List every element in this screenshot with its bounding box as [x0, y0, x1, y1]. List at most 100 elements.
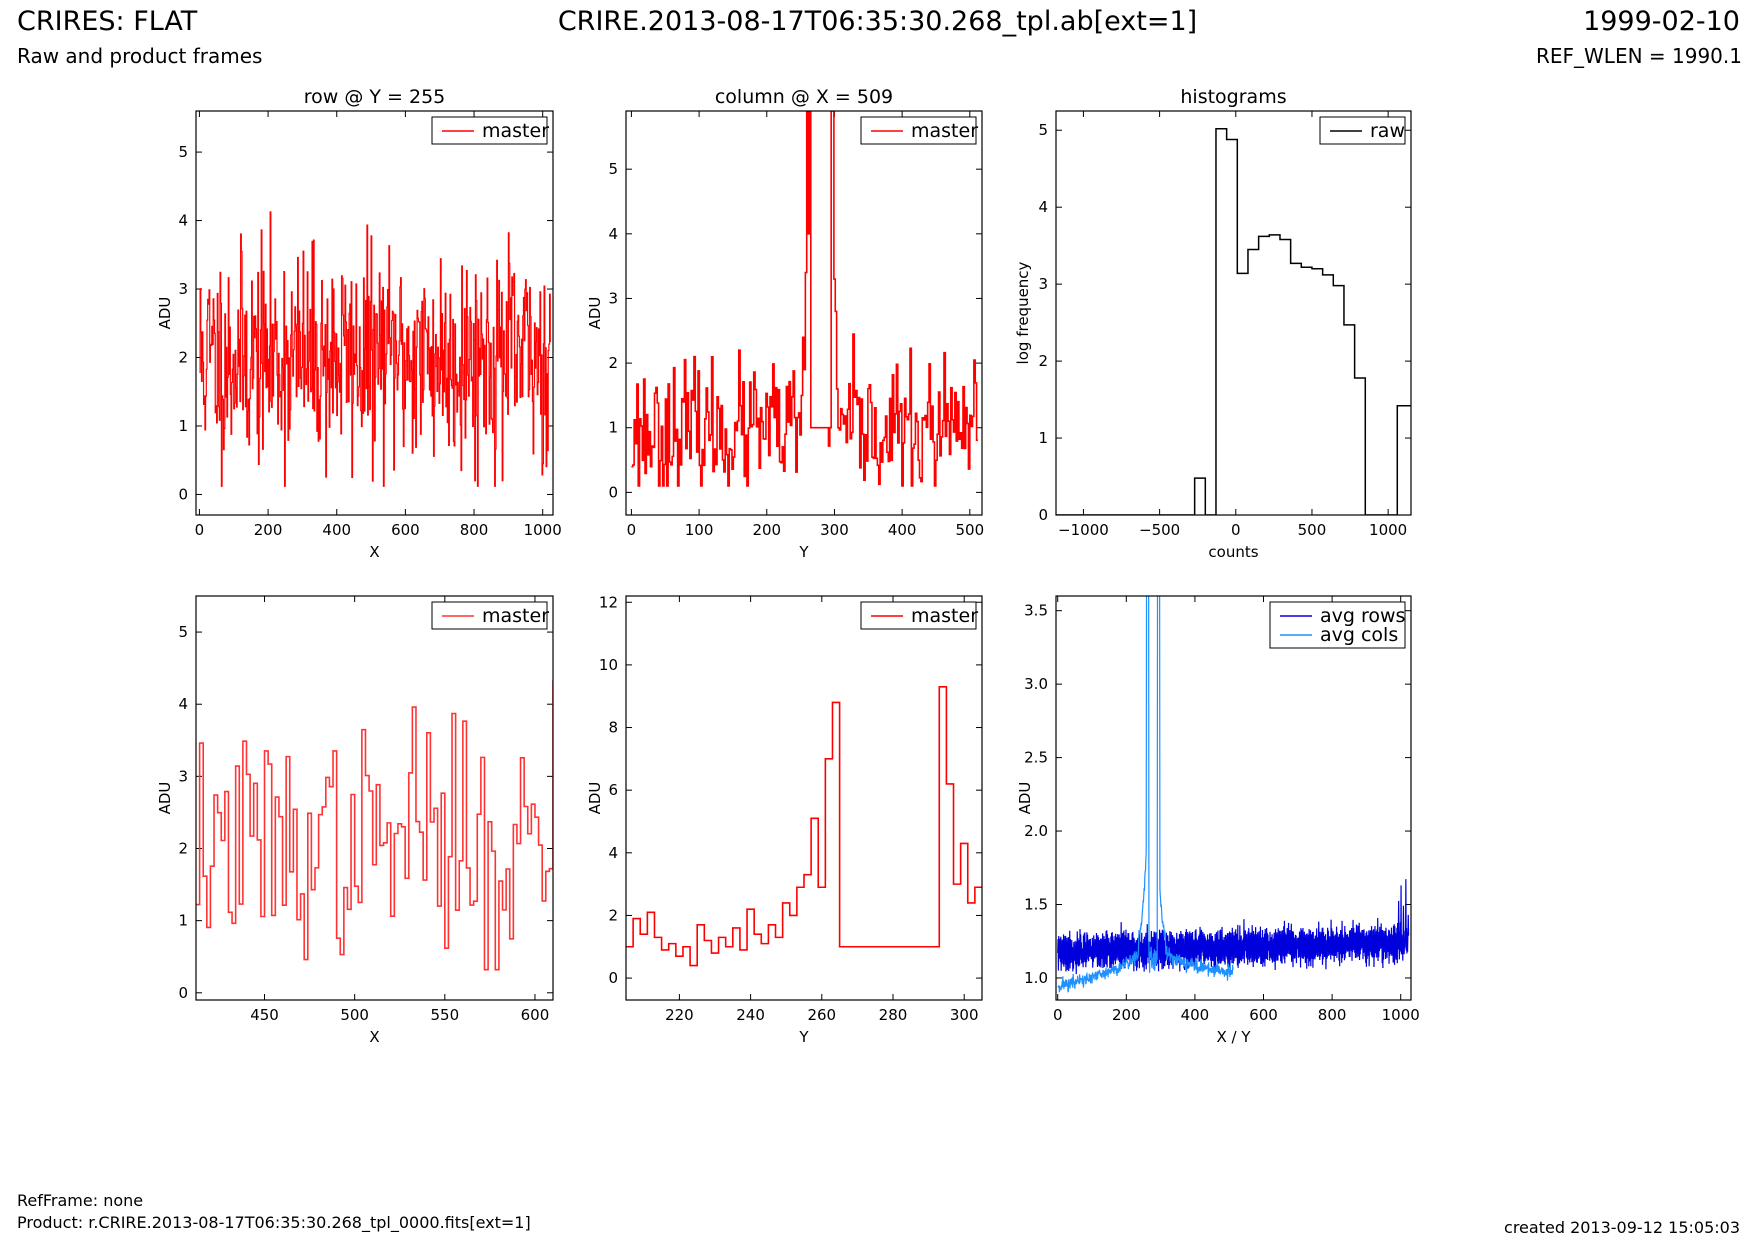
chart-row: row @ Y = 255 0 200 400 600 800 1000 0 1 2 3 4 5 X ADU…	[156, 86, 562, 561]
legend-box	[1269, 601, 1406, 649]
y-axis-label: ADU	[156, 297, 174, 330]
x-tick-label: 500	[340, 1006, 369, 1024]
series-master	[626, 686, 982, 967]
product-label: Product: r.CRIRE.2013-08-17T06:35:30.268…	[17, 1213, 531, 1232]
x-tick-label: 1000	[1382, 1006, 1420, 1024]
x-tick-label: 600	[391, 521, 420, 539]
plot-area	[196, 680, 553, 971]
legend: master	[860, 116, 978, 145]
legend: master	[860, 601, 978, 630]
page-subtitle: Raw and product frames	[17, 44, 263, 68]
y-tick-label: 5	[1038, 121, 1048, 139]
x-tick-label: 260	[807, 1006, 836, 1024]
chart-title: row @ Y = 255	[304, 86, 446, 108]
x-tick-label: 400	[888, 521, 917, 539]
x-tick-label: 800	[460, 521, 489, 539]
series-avg-rows	[1057, 879, 1410, 975]
x-tick-label: 550	[430, 1006, 459, 1024]
x-tick-label: 0	[1231, 521, 1241, 539]
legend: master	[431, 116, 549, 145]
y-tick-label: 5	[178, 623, 188, 641]
y-tick-label: 6	[608, 781, 618, 799]
plot-area	[1057, 596, 1410, 993]
y-tick-label: 2	[178, 840, 188, 858]
y-tick-label: 1.0	[1024, 969, 1048, 987]
chart-histograms: histograms −1000 −500 0 500 1000 0 1 2 3 4 5 counts l…	[1014, 86, 1412, 561]
legend-label: raw	[1370, 120, 1405, 142]
y-tick-label: 3	[608, 289, 618, 307]
x-tick-label: 200	[752, 521, 781, 539]
y-tick-label: 3.5	[1024, 602, 1048, 620]
x-tick-label: 240	[736, 1006, 765, 1024]
series-avg-cols	[1057, 596, 1234, 993]
x-tick-label: 500	[955, 521, 984, 539]
ref-frame-label: RefFrame: none	[17, 1191, 144, 1210]
legend-label: avg rows	[1320, 605, 1405, 627]
y-tick-label: 0	[608, 483, 618, 501]
y-tick-label: 1	[608, 419, 618, 437]
y-tick-label: 4	[608, 225, 618, 243]
file-title: CRIRE.2013-08-17T06:35:30.268_tpl.ab[ext…	[557, 6, 1198, 37]
y-tick-label: 12	[599, 593, 618, 611]
plot-area	[626, 686, 982, 967]
x-tick-label: 800	[1318, 1006, 1347, 1024]
y-tick-label: 2.5	[1024, 749, 1048, 767]
legend: raw	[1319, 116, 1406, 145]
series-master	[196, 680, 553, 971]
legend-label: master	[482, 605, 549, 627]
y-tick-label: 10	[599, 656, 618, 674]
series-master	[631, 111, 978, 487]
x-tick-label: 300	[950, 1006, 979, 1024]
series-master	[199, 211, 551, 487]
date-title: 1999-02-10	[1583, 6, 1740, 37]
y-tick-label: 1	[178, 417, 188, 435]
y-tick-label: 5	[178, 143, 188, 161]
plot-frame	[625, 595, 983, 1001]
x-axis-label: Y	[798, 1028, 809, 1046]
x-axis-label: X	[369, 1028, 379, 1046]
created-label: created 2013-09-12 15:05:03	[1504, 1218, 1740, 1237]
y-axis-label: ADU	[1016, 782, 1034, 815]
series-raw	[1056, 127, 1411, 515]
y-tick-label: 3	[178, 280, 188, 298]
x-axis-label: Y	[798, 543, 809, 561]
y-tick-label: 2	[608, 906, 618, 924]
x-tick-label: 1000	[524, 521, 562, 539]
y-tick-label: 3	[1038, 275, 1048, 293]
y-tick-label: 2.0	[1024, 822, 1048, 840]
x-tick-label: 500	[1298, 521, 1327, 539]
y-tick-label: 3.0	[1024, 675, 1048, 693]
x-tick-label: 450	[250, 1006, 279, 1024]
y-tick-label: 8	[608, 719, 618, 737]
chart-row-zoom: 450 500 550 600 0 1 2 3 4 5 X ADU master	[156, 595, 554, 1046]
x-axis-label: counts	[1208, 543, 1258, 561]
y-tick-label: 1.5	[1024, 896, 1048, 914]
x-tick-label: 600	[1249, 1006, 1278, 1024]
x-tick-label: 400	[322, 521, 351, 539]
y-axis-label: log frequency	[1014, 261, 1032, 364]
legend-label: master	[911, 120, 978, 142]
plot-area	[1056, 127, 1411, 515]
plot-frame	[1055, 595, 1412, 1001]
y-tick-label: 1	[178, 912, 188, 930]
y-axis-label: ADU	[586, 297, 604, 330]
x-tick-label: 600	[521, 1006, 550, 1024]
x-tick-label: 1000	[1369, 521, 1407, 539]
chart-column-zoom: 220 240 260 280 300 0 2 4 6 8 10 12 Y ADU master	[586, 593, 983, 1046]
y-tick-label: 2	[608, 354, 618, 372]
ref-wlen-label: REF_WLEN = 1990.1	[1535, 44, 1742, 68]
y-tick-label: 4	[178, 695, 188, 713]
plot-frame	[195, 110, 554, 516]
plot-frame	[195, 595, 554, 1001]
x-tick-label: 400	[1181, 1006, 1210, 1024]
y-axis-label: ADU	[586, 782, 604, 815]
x-axis-label: X	[369, 543, 379, 561]
x-tick-label: 0	[195, 521, 205, 539]
y-tick-label: 2	[1038, 352, 1048, 370]
x-tick-label: 0	[627, 521, 637, 539]
x-tick-label: −1000	[1058, 521, 1109, 539]
legend: master	[431, 601, 549, 630]
y-axis-label: ADU	[156, 782, 174, 815]
